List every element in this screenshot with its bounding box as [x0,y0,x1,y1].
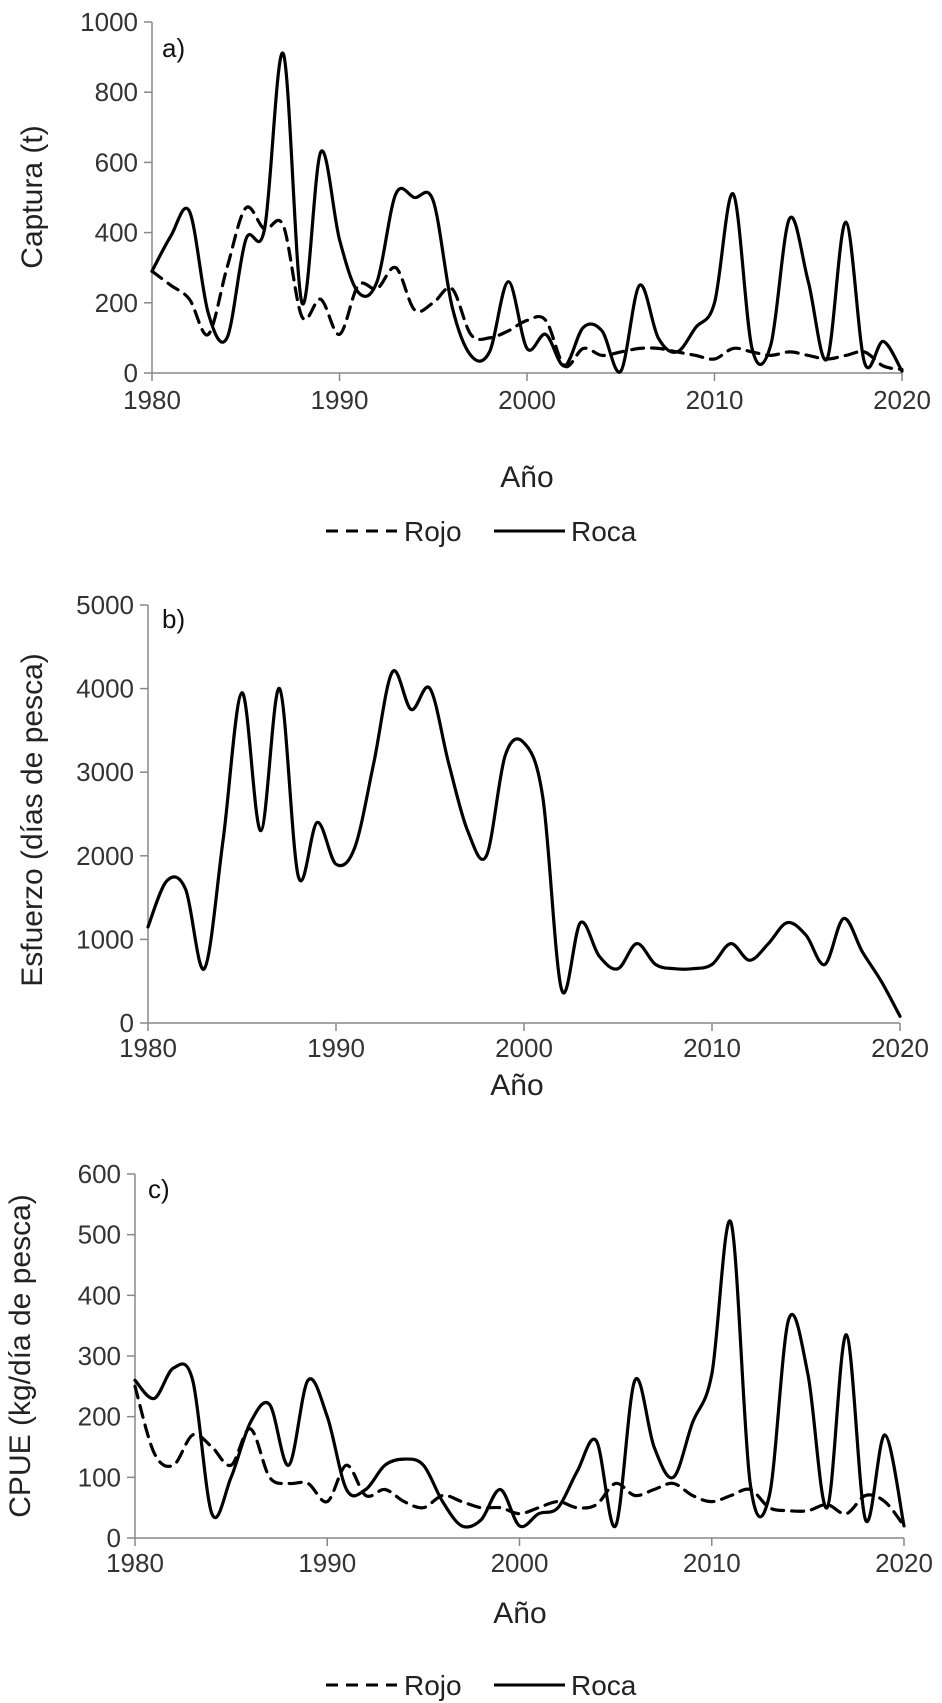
panel-c-series-rojo-point [806,1509,810,1513]
panel-c-y-tick-label: 0 [107,1523,121,1553]
panel-c-label: c) [148,1174,170,1204]
panel-c-y-axis-title: CPUE (kg/día de pesca) [4,1194,37,1517]
panel-a-x-tick-label: 2010 [686,385,744,415]
panel-a-x-tick-label: 2000 [498,385,556,415]
panel-a: 0 200 400 600 800 1000 1980 1990 2000 2010 2020 a… [16,7,931,547]
panel-a-x-axis-title: Año [500,461,553,494]
panel-b-y-tick-label: 3000 [76,757,134,787]
panel-b-y-tick-label: 2000 [76,841,134,871]
panel-b-y-tick-label: 4000 [76,674,134,704]
panel-c-legend-item-rojo: Rojo [326,1670,462,1701]
panel-a-x-tick-label: 1980 [123,385,181,415]
panel-a-y-tick-label: 400 [95,218,138,248]
panel-c-y-tick-label: 600 [78,1159,121,1189]
panel-a-legend-label-roca: Roca [571,516,637,547]
panel-b-x-tick-label: 2020 [871,1033,929,1063]
panel-a-y-tick-label: 0 [124,358,138,388]
panel-b-y-tick-label: 1000 [76,924,134,954]
panel-a-legend: Rojo Roca [326,516,637,547]
panel-a-y-ticks: 0 200 400 600 800 1000 [80,7,152,388]
panel-a-label: a) [162,33,185,63]
panel-a-x-tick-label: 2020 [873,385,931,415]
panel-b-y-tick-label: 0 [120,1008,134,1038]
panel-c-y-tick-label: 500 [78,1220,121,1250]
panel-c-y-tick-label: 200 [78,1402,121,1432]
panel-c-y-tick-label: 400 [78,1280,121,1310]
panel-a-legend-item-rojo: Rojo [326,516,462,547]
panel-a-y-tick-label: 600 [95,147,138,177]
panel-c-series-rojo-line [133,1384,906,1528]
panel-a-y-tick-label: 800 [95,77,138,107]
panel-c-x-tick-label: 2010 [683,1548,741,1578]
panel-b-x-tick-label: 2000 [495,1033,553,1063]
panel-a-series-rojo-line [150,205,904,372]
panel-c: 0 100 200 300 400 500 600 1980 1990 2000 2010 2020… [4,1159,933,1701]
panel-c-series-rojo-point [171,1463,175,1467]
panel-c-y-tick-label: 100 [78,1462,121,1492]
panel-b-label: b) [162,604,185,634]
panel-c-x-tick-label: 1980 [106,1548,164,1578]
panel-c-x-tick-label: 2000 [491,1548,549,1578]
panel-b-x-tick-label: 2010 [683,1033,741,1063]
panel-a-x-ticks: 1980 1990 2000 2010 2020 [123,373,931,415]
panel-c-series-roca-line [133,1219,906,1529]
panel-b-x-tick-label: 1980 [119,1033,177,1063]
panel-c-x-ticks: 1980 1990 2000 2010 2020 [106,1538,933,1578]
panel-c-x-tick-label: 2020 [875,1548,933,1578]
panel-a-legend-item-roca: Roca [494,516,637,547]
panel-b-x-ticks: 1980 1990 2000 2010 2020 [119,1023,929,1063]
panel-b-series-line0-line [146,669,902,1018]
panel-b-series [146,669,902,1018]
panel-a-series [150,51,904,374]
panel-a-y-axis-title: Captura (t) [16,125,49,268]
panel-c-legend-item-roca: Roca [494,1670,637,1701]
panel-c-legend-label-rojo: Rojo [404,1670,462,1701]
panel-a-series-roca-line [150,51,904,374]
panel-b-x-tick-label: 1990 [307,1033,365,1063]
panel-c-x-tick-label: 1990 [298,1548,356,1578]
panel-b-y-axis-title: Esfuerzo (días de pesca) [16,653,49,987]
panel-a-y-tick-label: 200 [95,288,138,318]
panel-c-legend-label-roca: Roca [571,1670,637,1701]
panel-a-legend-label-rojo: Rojo [404,516,462,547]
panel-b-y-ticks: 0 1000 2000 3000 4000 5000 [76,590,148,1038]
panel-a-y-tick-label: 1000 [80,7,138,37]
panel-c-series [133,1219,906,1529]
panel-a-series-rojo-point [281,224,285,228]
panel-c-series-rojo-point [787,1509,791,1513]
panel-c-y-ticks: 0 100 200 300 400 500 600 [78,1159,135,1553]
panel-c-legend: Rojo Roca [326,1670,637,1701]
panel-a-x-tick-label: 1990 [311,385,369,415]
panel-b-x-axis-title: Año [490,1069,543,1102]
panel-c-y-tick-label: 300 [78,1341,121,1371]
panel-b: 0 1000 2000 3000 4000 5000 1980 1990 2000 2010 20… [16,590,929,1102]
panel-b-y-tick-label: 5000 [76,590,134,620]
panel-c-x-axis-title: Año [493,1597,546,1630]
